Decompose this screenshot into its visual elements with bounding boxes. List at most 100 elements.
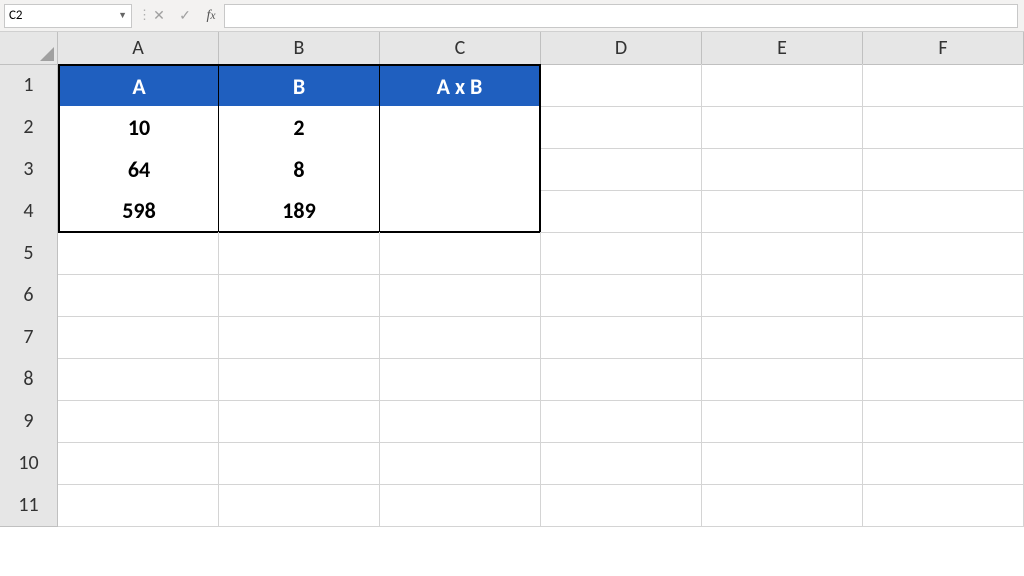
cell[interactable]: [702, 106, 863, 149]
cell[interactable]: [58, 232, 219, 275]
cell[interactable]: [58, 358, 219, 401]
cell[interactable]: [219, 316, 380, 359]
cell[interactable]: [219, 484, 380, 527]
chevron-down-icon[interactable]: ▼: [114, 10, 127, 21]
cell[interactable]: [702, 232, 863, 275]
row-header[interactable]: 3: [0, 148, 58, 191]
separator: ⋮: [138, 8, 146, 23]
cell[interactable]: [863, 64, 1024, 107]
column-headers: A B C D E F: [0, 32, 1024, 64]
cell[interactable]: [380, 232, 541, 275]
cell[interactable]: [380, 316, 541, 359]
cell[interactable]: [541, 442, 702, 485]
table-cell[interactable]: 598: [58, 190, 219, 233]
worksheet: A B C D E F 1 A B A x B 2 10 2 3: [0, 32, 1024, 526]
row-header[interactable]: 9: [0, 400, 58, 443]
cell[interactable]: [541, 106, 702, 149]
row-header[interactable]: 6: [0, 274, 58, 317]
cell[interactable]: [219, 442, 380, 485]
cell[interactable]: [702, 148, 863, 191]
cell[interactable]: [863, 442, 1024, 485]
cell[interactable]: [702, 442, 863, 485]
table-cell[interactable]: 8: [219, 148, 380, 191]
cell[interactable]: [219, 232, 380, 275]
col-header-B[interactable]: B: [219, 32, 380, 65]
cell[interactable]: [541, 232, 702, 275]
row-header[interactable]: 4: [0, 190, 58, 233]
cell[interactable]: [702, 190, 863, 233]
row: 5: [0, 232, 1024, 274]
col-header-C[interactable]: C: [380, 32, 541, 65]
row-header[interactable]: 7: [0, 316, 58, 359]
cell[interactable]: [380, 358, 541, 401]
row: 10: [0, 442, 1024, 484]
row: 11: [0, 484, 1024, 526]
cell[interactable]: [541, 484, 702, 527]
cell[interactable]: [219, 358, 380, 401]
table-header-cell[interactable]: A x B: [380, 64, 541, 107]
table-cell[interactable]: [380, 148, 541, 191]
row-header[interactable]: 1: [0, 64, 58, 107]
cell[interactable]: [380, 274, 541, 317]
cell[interactable]: [380, 484, 541, 527]
col-header-A[interactable]: A: [58, 32, 219, 65]
table-cell[interactable]: 189: [219, 190, 380, 233]
col-header-D[interactable]: D: [541, 32, 702, 65]
table-header-cell[interactable]: B: [219, 64, 380, 107]
cell[interactable]: [541, 190, 702, 233]
cell[interactable]: [863, 358, 1024, 401]
cell[interactable]: [58, 442, 219, 485]
cell[interactable]: [702, 64, 863, 107]
col-header-F[interactable]: F: [863, 32, 1024, 65]
cell[interactable]: [58, 484, 219, 527]
cell[interactable]: [380, 400, 541, 443]
name-box[interactable]: C2 ▼: [4, 4, 132, 28]
row-header[interactable]: 2: [0, 106, 58, 149]
cell[interactable]: [541, 316, 702, 359]
row: 3 64 8: [0, 148, 1024, 190]
cell[interactable]: [541, 64, 702, 107]
cell[interactable]: [702, 400, 863, 443]
select-all-corner[interactable]: [0, 32, 58, 65]
cell[interactable]: [863, 484, 1024, 527]
table-cell[interactable]: 10: [58, 106, 219, 149]
row: 8: [0, 358, 1024, 400]
cell[interactable]: [541, 148, 702, 191]
cell[interactable]: [863, 148, 1024, 191]
formula-input[interactable]: [224, 4, 1018, 28]
cell[interactable]: [702, 484, 863, 527]
cell[interactable]: [219, 400, 380, 443]
enter-icon: ✓: [172, 7, 198, 24]
cell[interactable]: [863, 316, 1024, 359]
cell[interactable]: [541, 400, 702, 443]
cell[interactable]: [702, 316, 863, 359]
row-header[interactable]: 5: [0, 232, 58, 275]
row-header[interactable]: 10: [0, 442, 58, 485]
table-header-cell[interactable]: A: [58, 64, 219, 107]
row-header[interactable]: 8: [0, 358, 58, 401]
row-header[interactable]: 11: [0, 484, 58, 527]
table-cell[interactable]: [380, 106, 541, 149]
table-cell[interactable]: [380, 190, 541, 233]
cell[interactable]: [863, 274, 1024, 317]
formula-bar: C2 ▼ ⋮ ✕ ✓ fx: [0, 0, 1024, 32]
cell[interactable]: [702, 358, 863, 401]
cell[interactable]: [58, 400, 219, 443]
cell[interactable]: [219, 274, 380, 317]
cell[interactable]: [58, 274, 219, 317]
fx-icon[interactable]: fx: [198, 8, 224, 24]
row: 6: [0, 274, 1024, 316]
cell[interactable]: [380, 442, 541, 485]
cell[interactable]: [863, 190, 1024, 233]
cell[interactable]: [863, 400, 1024, 443]
cell[interactable]: [541, 274, 702, 317]
cell[interactable]: [863, 232, 1024, 275]
cell[interactable]: [58, 316, 219, 359]
table-cell[interactable]: 2: [219, 106, 380, 149]
row: 7: [0, 316, 1024, 358]
cell[interactable]: [863, 106, 1024, 149]
col-header-E[interactable]: E: [702, 32, 863, 65]
table-cell[interactable]: 64: [58, 148, 219, 191]
cell[interactable]: [702, 274, 863, 317]
cell[interactable]: [541, 358, 702, 401]
